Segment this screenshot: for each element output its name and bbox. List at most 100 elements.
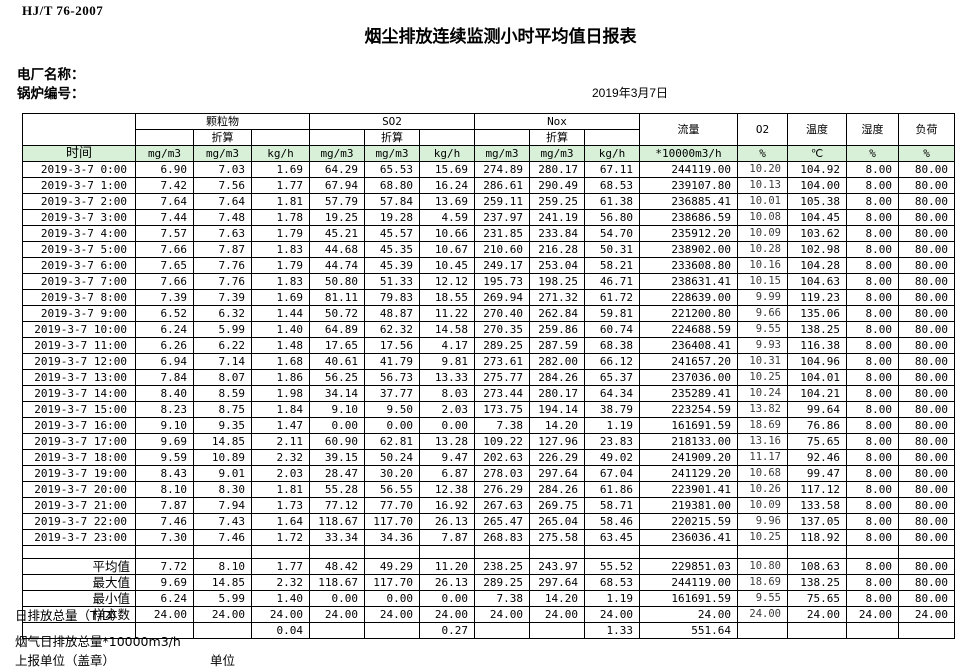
cell-nox: 173.75 [474, 401, 530, 418]
daily-total-row: 0.04 0.27 1.33 551.64 [22, 622, 955, 639]
cell-humidity: 8.00 [846, 161, 899, 178]
cell-so2: 17.65 [309, 337, 365, 354]
cell-flow: 237036.00 [639, 369, 738, 386]
cell-humidity: 8.00 [846, 305, 899, 322]
cell-o2: 10.24 [737, 385, 788, 402]
footer-flue-gas-total: 烟气日排放总量*10000m3/h [15, 634, 181, 649]
cell-time: 2019-3-7 17:00 [22, 433, 136, 450]
cell-load: 80.00 [898, 305, 955, 322]
cell-pm-converted: 6.32 [193, 305, 252, 322]
cell-pm-mass: 1.48 [251, 337, 310, 354]
cell-so2-converted: 48.87 [364, 305, 420, 322]
table-row: 2019-3-7 13:00 7.84 8.07 1.86 56.25 56.73 13.3… [22, 369, 955, 386]
spacer-cell [22, 545, 136, 559]
cell-pm-converted: 7.94 [193, 497, 252, 514]
cell-pm-mass: 1.47 [251, 417, 310, 434]
cell-nox: 273.61 [474, 353, 530, 370]
cell-load: 80.00 [898, 465, 955, 482]
cell-flow: 161691.59 [639, 417, 738, 434]
hourly-average-report-table: 颗粒物 SO2 Nox 流量 O2 温度 湿度 负荷 折算 折算 折算 时间 m… [22, 113, 955, 639]
summary-flow: 244119.00 [639, 574, 738, 591]
cell-o2: 10.25 [737, 369, 788, 386]
cell-so2-mass: 18.55 [419, 289, 475, 306]
cell-nox: 202.63 [474, 449, 530, 466]
cell-temperature: 135.06 [787, 305, 847, 322]
summary-pm-converted: 14.85 [193, 574, 252, 591]
cell-pm: 7.30 [135, 529, 194, 546]
summary-so2-converted: 49.29 [364, 558, 420, 575]
summary-pm: 9.69 [135, 574, 194, 591]
cell-so2-mass: 9.47 [419, 449, 475, 466]
cell-pm-converted: 7.14 [193, 353, 252, 370]
cell-flow: 223901.41 [639, 481, 738, 498]
summary-so2-converted: 117.70 [364, 574, 420, 591]
cell-pm: 7.87 [135, 497, 194, 514]
cell-nox-mass: 66.12 [584, 353, 640, 370]
cell-nox-mass: 58.71 [584, 497, 640, 514]
cell-so2: 50.72 [309, 305, 365, 322]
summary-nox-converted: 243.97 [529, 558, 585, 575]
summary-pm-converted: 8.10 [193, 558, 252, 575]
unit-temperature: ℃ [787, 145, 847, 162]
cell-flow: 239107.80 [639, 177, 738, 194]
cell-pm-mass: 1.84 [251, 401, 310, 418]
cell-time: 2019-3-7 12:00 [22, 353, 136, 370]
cell-nox-converted: 14.20 [529, 417, 585, 434]
summary-nox: 238.25 [474, 558, 530, 575]
cell-temperature: 119.23 [787, 289, 847, 306]
summary-pm-mass: 1.77 [251, 558, 310, 575]
cell-flow: 236885.41 [639, 193, 738, 210]
cell-nox: 289.25 [474, 337, 530, 354]
unit-pm-converted: mg/m3 [193, 145, 252, 162]
cell-nox-mass: 65.37 [584, 369, 640, 386]
cell-nox-mass: 67.11 [584, 161, 640, 178]
cell-nox-converted: 287.59 [529, 337, 585, 354]
cell-so2: 39.15 [309, 449, 365, 466]
cell-temperature: 104.00 [787, 177, 847, 194]
cell-time: 2019-3-7 15:00 [22, 401, 136, 418]
unit-nox-converted: mg/m3 [529, 145, 585, 162]
cell-load: 80.00 [898, 369, 955, 386]
cell-load: 80.00 [898, 321, 955, 338]
cell-so2: 81.11 [309, 289, 365, 306]
summary-flow: 24.00 [639, 606, 738, 623]
daily-total-pm-converted [193, 622, 252, 639]
cell-humidity: 8.00 [846, 497, 899, 514]
cell-pm: 9.10 [135, 417, 194, 434]
spacer-cell [898, 545, 955, 559]
cell-pm-converted: 7.87 [193, 241, 252, 258]
cell-nox: 268.83 [474, 529, 530, 546]
cell-load: 80.00 [898, 433, 955, 450]
cell-pm-converted: 14.85 [193, 433, 252, 450]
cell-so2-converted: 79.83 [364, 289, 420, 306]
cell-temperature: 104.21 [787, 385, 847, 402]
summary-nox-mass: 1.19 [584, 590, 640, 607]
cell-pm-converted: 7.76 [193, 257, 252, 274]
cell-flow: 241909.20 [639, 449, 738, 466]
summary-temperature: 138.25 [787, 574, 847, 591]
table-row: 2019-3-7 16:00 9.10 9.35 1.47 0.00 0.00 0.00 7.… [22, 417, 955, 434]
cell-temperature: 103.62 [787, 225, 847, 242]
cell-so2: 55.28 [309, 481, 365, 498]
header-temperature: 温度 [787, 113, 847, 146]
summary-o2: 10.80 [737, 558, 788, 575]
cell-pm-converted: 8.75 [193, 401, 252, 418]
cell-so2-converted: 9.50 [364, 401, 420, 418]
cell-so2-mass: 6.87 [419, 465, 475, 482]
cell-nox-mass: 54.70 [584, 225, 640, 242]
cell-nox-mass: 67.04 [584, 465, 640, 482]
cell-so2-mass: 10.45 [419, 257, 475, 274]
cell-pm: 8.23 [135, 401, 194, 418]
spacer-cell [787, 545, 847, 559]
summary-flow: 229851.03 [639, 558, 738, 575]
cell-flow: 235912.20 [639, 225, 738, 242]
cell-so2-converted: 77.70 [364, 497, 420, 514]
header-pm-mass-blank [251, 129, 310, 146]
cell-pm-mass: 1.40 [251, 321, 310, 338]
daily-total-load [898, 622, 955, 639]
page-title: 烟尘排放连续监测小时平均值日报表 [364, 27, 637, 47]
cell-humidity: 8.00 [846, 177, 899, 194]
cell-nox: 274.89 [474, 161, 530, 178]
cell-pm-mass: 1.77 [251, 177, 310, 194]
cell-pm-mass: 1.72 [251, 529, 310, 546]
